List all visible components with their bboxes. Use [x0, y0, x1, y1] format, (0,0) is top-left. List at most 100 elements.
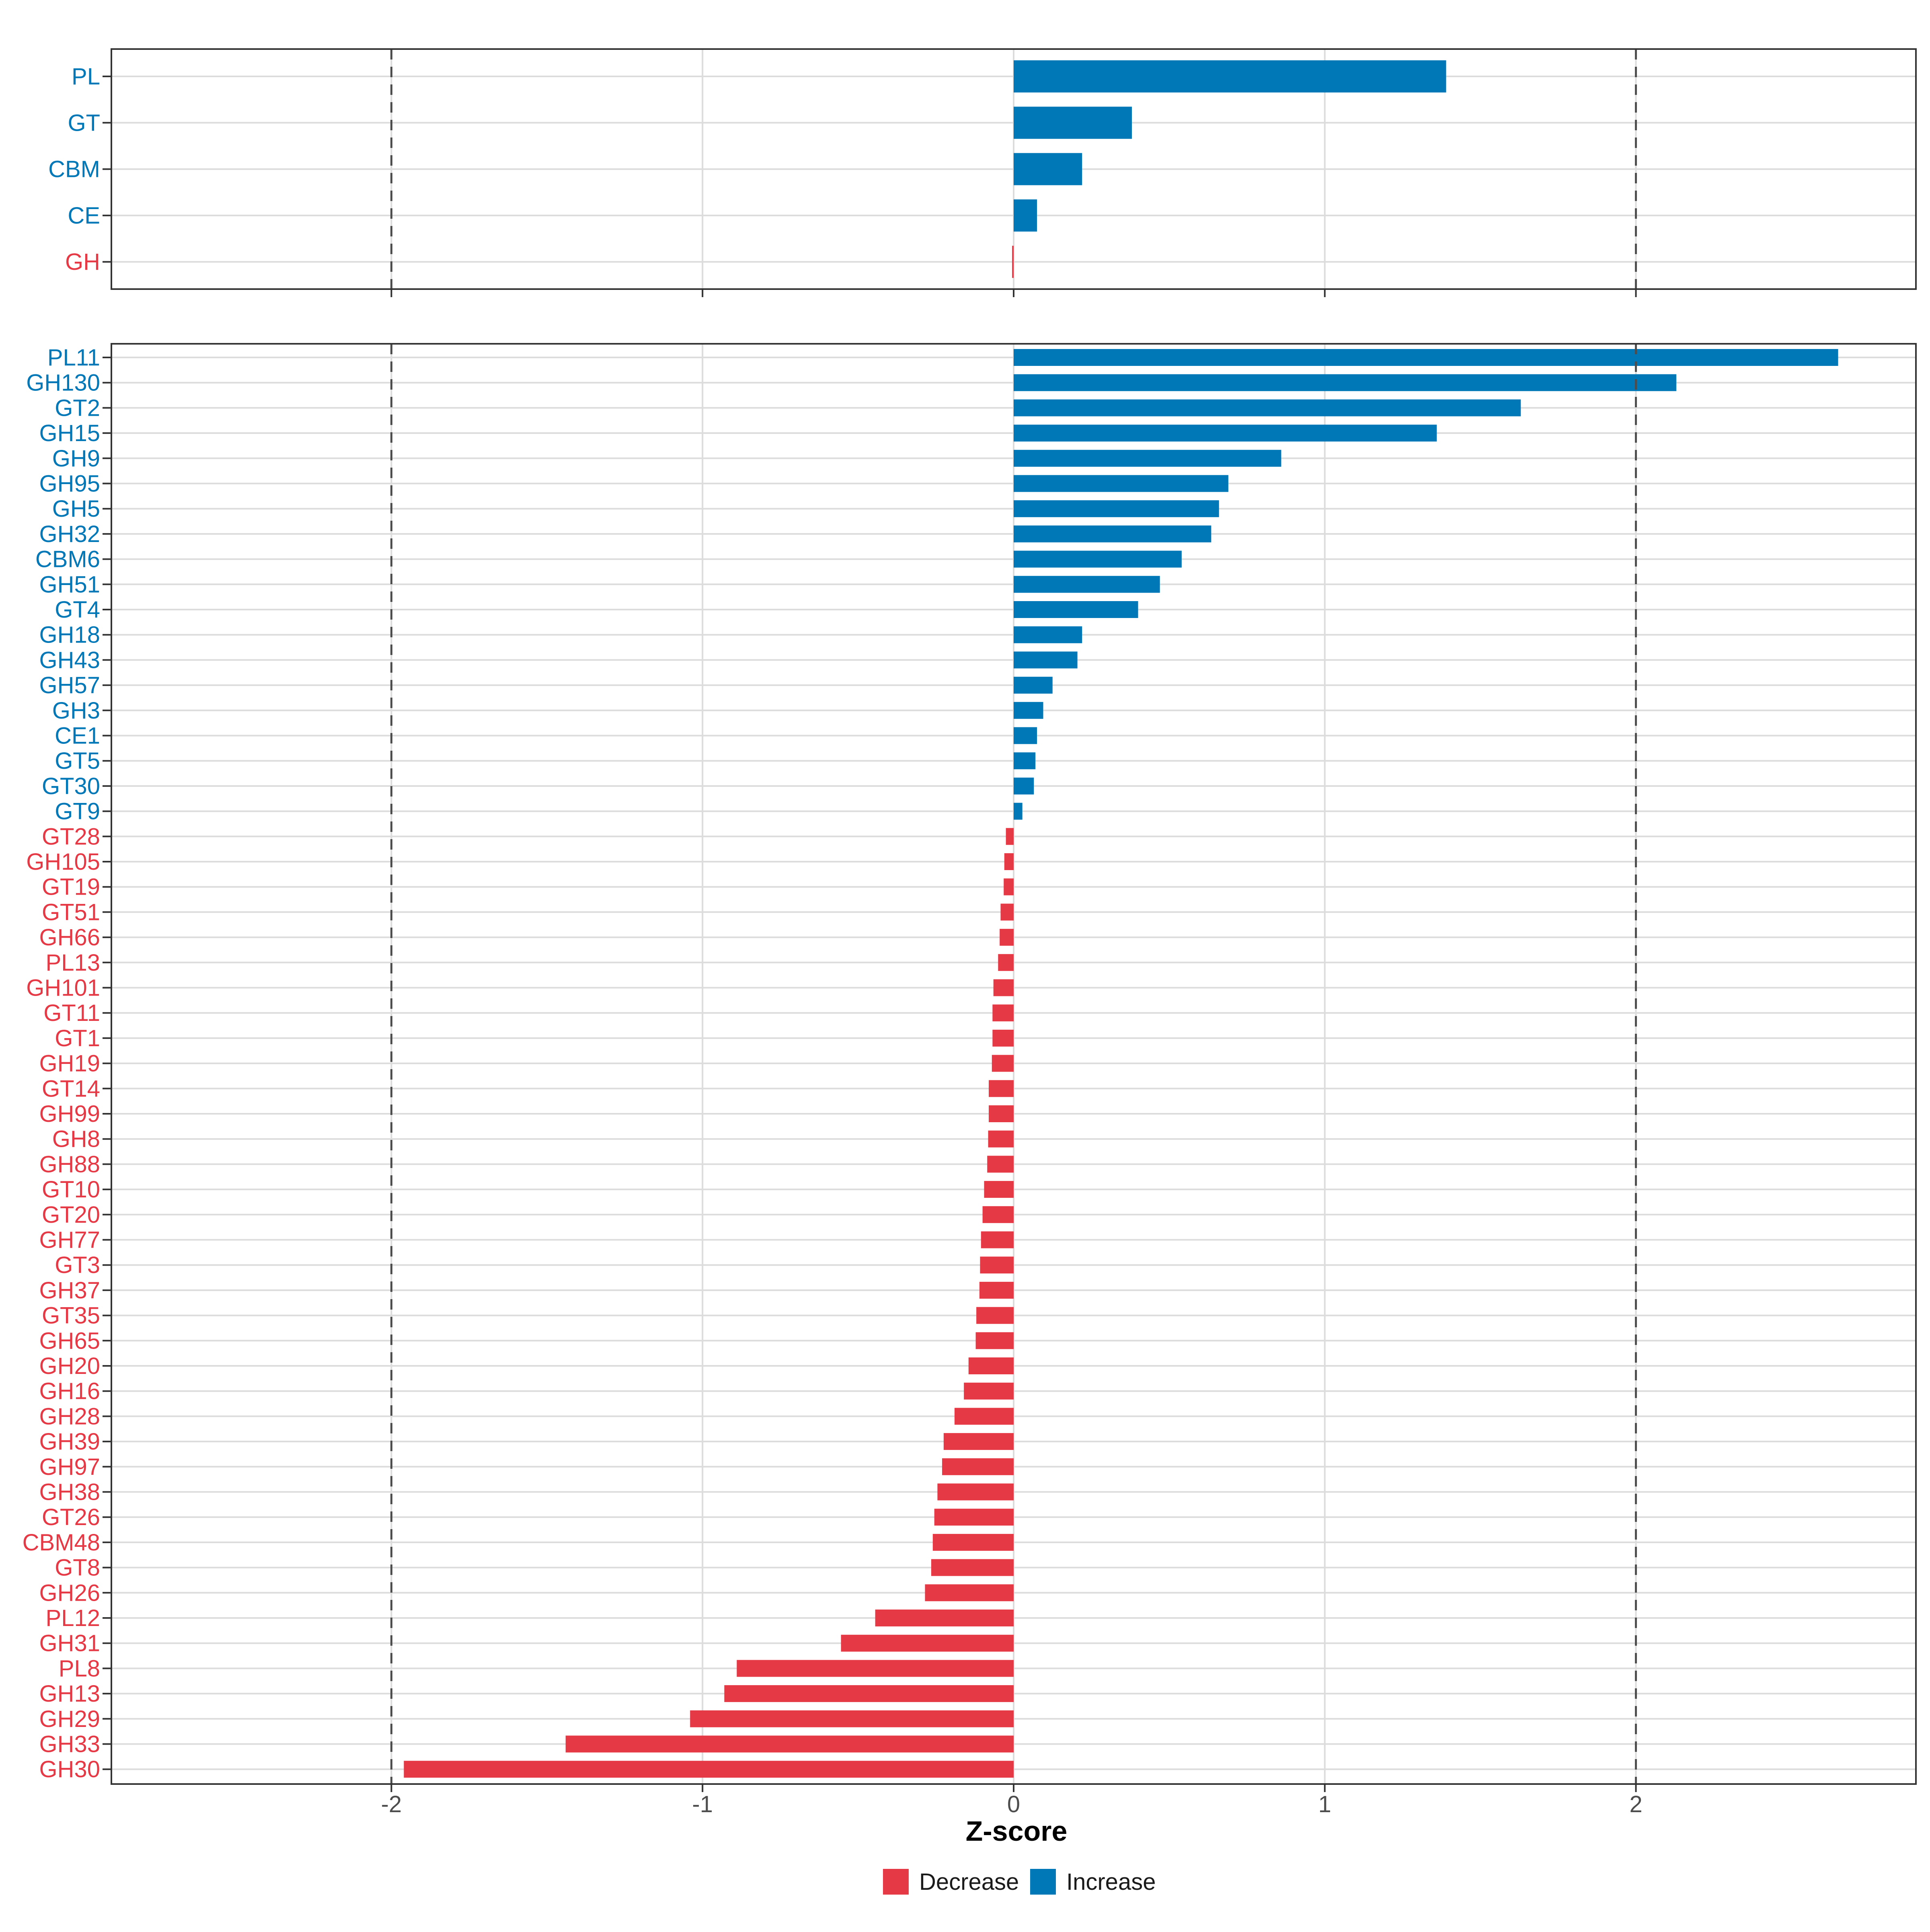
bottom-bar: [964, 1382, 1014, 1400]
bottom-bar: [987, 1156, 1014, 1173]
legend-swatch-decrease: [883, 1869, 909, 1895]
bottom-category-label: GH99: [39, 1101, 100, 1127]
bottom-bar: [737, 1660, 1014, 1677]
bottom-bar: [1006, 828, 1014, 845]
bottom-category-label: GT20: [42, 1202, 100, 1228]
top-bar: [1014, 60, 1446, 92]
bottom-bar: [1014, 651, 1078, 669]
bottom-bar: [968, 1357, 1014, 1374]
bottom-category-label: GH30: [39, 1756, 100, 1782]
bottom-category-label: GT8: [55, 1555, 100, 1581]
bottom-bar: [841, 1634, 1014, 1652]
bottom-category-label: PL11: [47, 345, 100, 371]
bottom-category-label: GT28: [42, 823, 100, 850]
bottom-panel: PL11GH130GT2GH15GH9GH95GH5GH32CBM6GH51GT…: [23, 343, 1917, 1792]
bottom-category-label: GT4: [55, 597, 100, 623]
bottom-bar: [981, 1231, 1014, 1248]
top-category-label: PL: [72, 64, 100, 90]
bottom-category-label: GH19: [39, 1051, 100, 1077]
bottom-category-label: GT5: [55, 748, 100, 774]
bottom-bar: [1014, 399, 1521, 417]
bottom-bar: [1014, 803, 1022, 820]
bottom-bar: [992, 1029, 1014, 1047]
bottom-category-label: GT3: [55, 1252, 100, 1278]
legend: Decrease Increase: [883, 1869, 1156, 1895]
bottom-bar: [984, 1181, 1014, 1198]
bottom-category-label: GT51: [42, 899, 100, 925]
top-bar: [1014, 153, 1082, 185]
bottom-category-label: GH38: [39, 1479, 100, 1505]
bottom-category-label: GH33: [39, 1731, 100, 1757]
bottom-category-label: GH65: [39, 1328, 100, 1354]
bottom-category-label: PL13: [46, 950, 100, 976]
bottom-bar: [1014, 349, 1838, 366]
top-category-label: CE: [68, 203, 100, 229]
bottom-category-label: GH20: [39, 1353, 100, 1379]
bottom-bar: [980, 1257, 1014, 1274]
bottom-category-label: GT14: [42, 1076, 100, 1102]
bottom-category-label: CE1: [55, 723, 100, 749]
bottom-category-label: GH37: [39, 1277, 100, 1304]
bottom-bar: [975, 1332, 1014, 1349]
bottom-bar: [954, 1408, 1014, 1425]
top-bar: [1012, 246, 1014, 278]
bottom-category-label: GH13: [39, 1681, 100, 1707]
x-tick-label: -1: [692, 1791, 713, 1817]
bottom-bar: [989, 1080, 1014, 1097]
x-tick-label: 2: [1629, 1791, 1642, 1817]
bottom-category-label: GH88: [39, 1151, 100, 1177]
bottom-bar: [1014, 550, 1182, 568]
bottom-category-label: GH105: [26, 849, 100, 875]
bottom-bar: [993, 979, 1014, 996]
x-axis: -2 -1 0 1 2: [381, 1791, 1643, 1817]
bottom-category-label: GT10: [42, 1176, 100, 1203]
bottom-bar: [1004, 853, 1014, 870]
bottom-bar: [690, 1710, 1014, 1727]
bottom-bar: [1014, 425, 1437, 442]
bottom-bar: [565, 1735, 1014, 1753]
legend-swatch-increase: [1030, 1869, 1056, 1895]
bottom-bar: [925, 1584, 1014, 1601]
top-bar: [1014, 107, 1132, 139]
bottom-bar: [1014, 601, 1138, 618]
bottom-category-label: GT19: [42, 874, 100, 900]
bottom-bar: [976, 1307, 1014, 1324]
bottom-category-label: GT30: [42, 773, 100, 799]
bottom-category-label: GH29: [39, 1706, 100, 1732]
bottom-bar: [1014, 677, 1053, 694]
top-category-label: CBM: [48, 156, 100, 183]
bottom-category-label: GH77: [39, 1227, 100, 1253]
bottom-category-label: GH31: [39, 1630, 100, 1657]
top-bar: [1014, 199, 1037, 232]
bottom-bar: [988, 1130, 1014, 1148]
bottom-category-label: GT1: [55, 1025, 100, 1051]
bottom-category-label: GH66: [39, 924, 100, 951]
bottom-bar: [1014, 576, 1160, 593]
bottom-category-label: GT35: [42, 1303, 100, 1329]
bottom-category-label: GH8: [52, 1126, 100, 1152]
bottom-category-label: GH101: [26, 975, 100, 1001]
bottom-bar: [934, 1509, 1014, 1526]
bottom-bar: [1014, 500, 1219, 517]
bottom-category-label: GH5: [52, 496, 100, 522]
bottom-bar: [979, 1281, 1014, 1299]
top-category-label: GH: [65, 249, 100, 275]
bottom-category-label: PL8: [59, 1655, 100, 1682]
bottom-bar: [1014, 752, 1036, 770]
bottom-category-label: GH39: [39, 1429, 100, 1455]
bottom-bar: [404, 1761, 1014, 1778]
bottom-bar: [1014, 450, 1281, 467]
bottom-bar: [931, 1559, 1014, 1576]
bottom-category-label: GH16: [39, 1378, 100, 1404]
bottom-category-label: GH3: [52, 698, 100, 724]
bottom-bar: [724, 1685, 1014, 1702]
bottom-category-label: CBM48: [23, 1530, 100, 1556]
bottom-bar: [932, 1534, 1014, 1551]
x-tick-label: 0: [1007, 1791, 1020, 1817]
bottom-bar: [998, 954, 1014, 971]
bottom-category-label: GH15: [39, 420, 100, 446]
bottom-bar: [875, 1610, 1014, 1626]
bottom-category-label: GH28: [39, 1403, 100, 1429]
bottom-bar: [989, 1105, 1014, 1122]
